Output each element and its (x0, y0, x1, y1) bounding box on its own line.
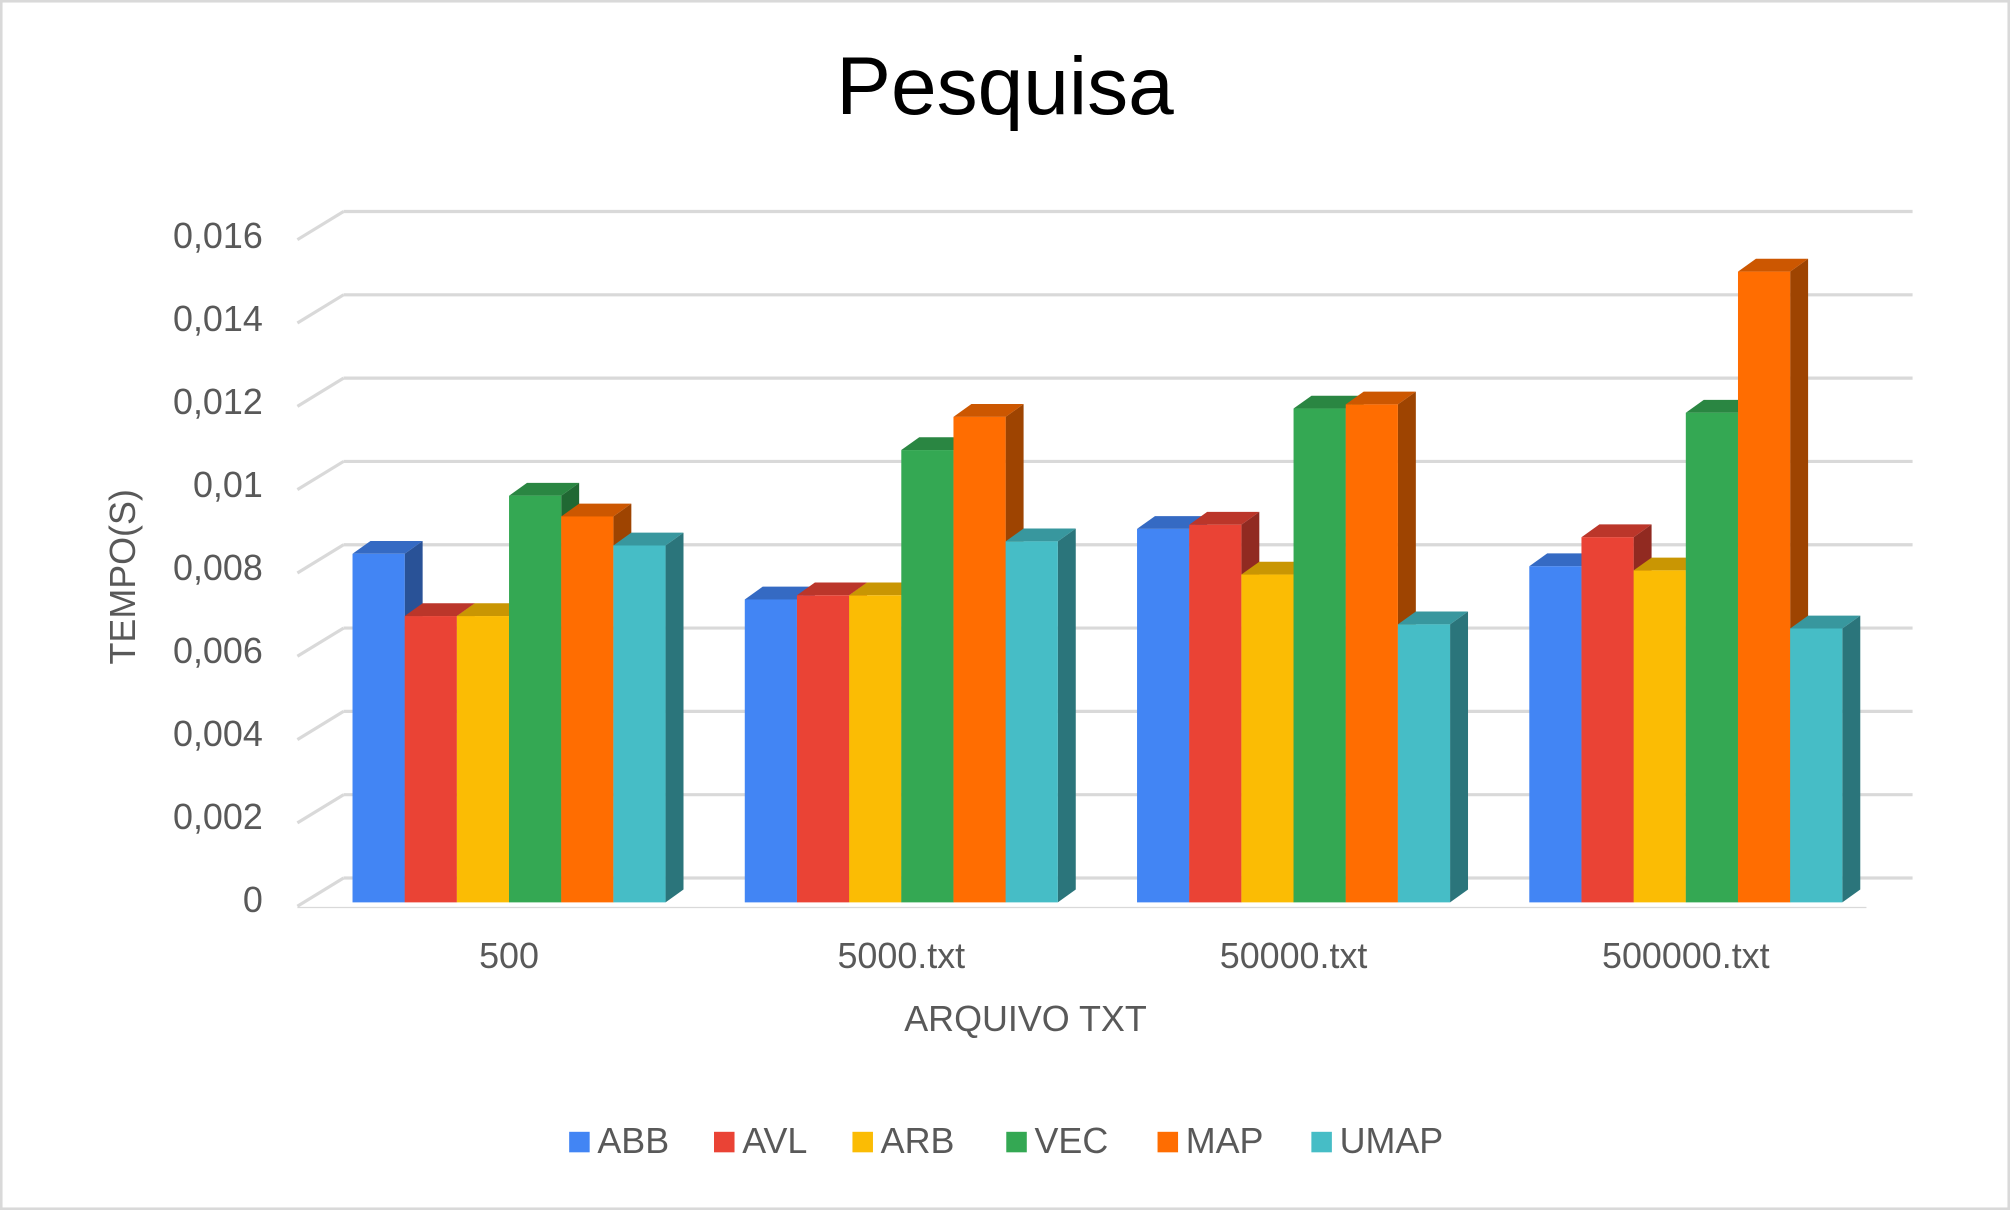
y-tick-label: 0,004 (173, 714, 263, 754)
legend-swatch (714, 1131, 735, 1153)
bar-side (1842, 615, 1861, 903)
bar (561, 516, 614, 903)
bar (1005, 541, 1058, 903)
grid-line-side (296, 460, 345, 492)
bar (849, 595, 902, 903)
y-tick-label: 0 (243, 880, 263, 920)
bar (509, 495, 562, 903)
legend-label: VEC (1034, 1121, 1108, 1161)
bar-top (561, 503, 632, 517)
legend-label: AVL (742, 1121, 807, 1161)
bar (1685, 412, 1738, 903)
legend-swatch (1006, 1131, 1027, 1153)
bar (1529, 566, 1582, 903)
bar (1633, 570, 1686, 903)
bar-top (404, 603, 475, 617)
bar-top (509, 482, 580, 496)
legend-label: UMAP (1340, 1121, 1444, 1161)
legend-label: ARB (881, 1121, 955, 1161)
bar-side (665, 532, 684, 903)
y-tick-label: 0,01 (193, 465, 263, 505)
grid-line-side (296, 626, 345, 658)
bar (1293, 408, 1346, 903)
y-tick-label: 0,002 (173, 797, 263, 837)
bar (352, 553, 405, 903)
legend-swatch (1157, 1131, 1179, 1153)
bar (1189, 524, 1242, 903)
x-tick-label: 500000.txt (1602, 936, 1770, 976)
bar-side (1450, 611, 1469, 903)
bar-top (953, 404, 1024, 417)
grid-line-side (296, 210, 345, 242)
legend-label: MAP (1186, 1121, 1264, 1161)
bar (1581, 537, 1634, 903)
legend-swatch (852, 1131, 873, 1153)
y-tick-label: 0,006 (173, 631, 263, 671)
bar (613, 545, 666, 903)
legend-label: ABB (597, 1121, 669, 1161)
bar (1241, 574, 1294, 903)
grid-line-side (296, 710, 345, 741)
bar (1737, 271, 1791, 903)
bar (1397, 624, 1451, 903)
y-tick-label: 0,014 (173, 299, 263, 339)
bar-top (1005, 528, 1076, 542)
grid-line-side (296, 543, 345, 575)
bar-top (1790, 615, 1861, 629)
legend-swatch (1311, 1131, 1332, 1153)
grid-line-side (296, 793, 345, 825)
x-axis-title: ARQUIVO TXT (904, 999, 1147, 1039)
y-tick-label: 0,016 (173, 216, 263, 256)
bar-top (1189, 511, 1260, 525)
x-tick-label: 500 (479, 936, 539, 976)
chart-title: Pesquisa (836, 41, 1174, 132)
y-axis-title: TEMPO(S) (103, 489, 143, 664)
bar (953, 416, 1006, 903)
bar-top (1397, 611, 1469, 625)
bar-top (352, 540, 423, 554)
x-tick-label: 5000.txt (837, 936, 965, 976)
grid-line-side (296, 293, 345, 325)
bar (404, 616, 457, 903)
x-tick-label: 50000.txt (1220, 936, 1368, 976)
bar-top (1581, 524, 1652, 538)
bar-side (1057, 528, 1076, 903)
bar-top (1345, 391, 1416, 405)
grid-line-side (296, 876, 345, 908)
y-tick-label: 0,008 (173, 548, 263, 588)
legend-swatch (569, 1131, 590, 1153)
bar-top (613, 532, 684, 546)
bar-top (1737, 258, 1809, 272)
bar (456, 616, 510, 903)
bar (1345, 404, 1398, 903)
bar (901, 450, 954, 903)
bar (796, 595, 850, 903)
y-tick-label: 0,012 (173, 382, 263, 422)
bar (1137, 528, 1190, 903)
bar (1790, 628, 1843, 903)
bar (744, 599, 797, 903)
grid-line-side (296, 376, 345, 408)
bar-top (796, 582, 868, 596)
